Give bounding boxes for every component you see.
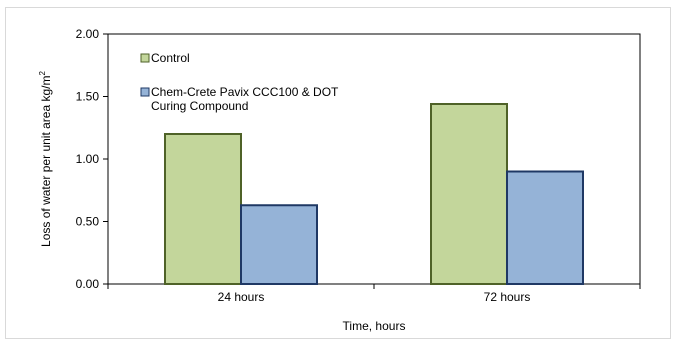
y-tick-label: 1.50: [76, 90, 100, 104]
legend-label: Curing Compound: [151, 99, 248, 113]
y-axis-title-text: Loss of water per unit area kg/m: [39, 76, 53, 247]
bar: [240, 204, 318, 285]
y-tick-label: 0.00: [76, 277, 100, 291]
y-axis-title-superscript: 2: [38, 71, 47, 76]
bars-layer: [164, 103, 584, 285]
legend-swatch: [140, 87, 150, 97]
bar: [164, 133, 242, 285]
x-axis-title: Time, hours: [343, 319, 406, 333]
y-axis-title: Loss of water per unit area kg/m2: [38, 71, 53, 247]
bar: [506, 170, 584, 285]
y-tick-label: 2.00: [76, 27, 100, 41]
legend: Control Chem-Crete Pavix CCC100 & DOTCuri…: [140, 51, 339, 113]
y-tick-label: 1.00: [76, 152, 100, 166]
x-category-label: 72 hours: [484, 290, 531, 304]
x-category-label: 24 hours: [218, 290, 265, 304]
y-tick-label: 0.50: [76, 215, 100, 229]
legend-label: Chem-Crete Pavix CCC100 & DOT: [151, 85, 339, 99]
bar: [430, 103, 508, 285]
legend-swatch: [140, 53, 150, 63]
legend-label: Control: [151, 51, 190, 65]
axes-layer: 0.00 0.50 1.00 1.50 2.00 24 hours 72 hours: [76, 27, 641, 304]
